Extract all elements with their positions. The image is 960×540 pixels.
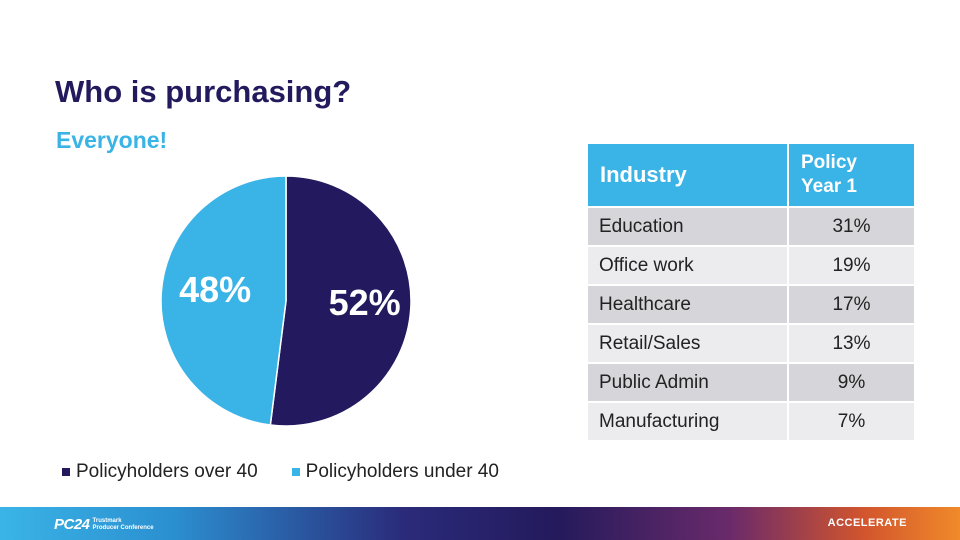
pie-slice-under-40 — [160, 175, 287, 426]
percent-cell: 31% — [787, 206, 914, 245]
industry-table: Industry Policy Year 1 Education 31% Off… — [588, 144, 914, 440]
conference-logo: PC24 Trustmark Producer Conference — [54, 516, 154, 533]
chart-legend: Policyholders over 40 Policyholders unde… — [62, 461, 533, 483]
logo-subtext: Trustmark Producer Conference — [93, 518, 154, 532]
legend-item-over-40: Policyholders over 40 — [62, 461, 258, 483]
table-row: Office work 19% — [588, 245, 914, 284]
footer-bar: PC24 Trustmark Producer Conference ACCEL… — [0, 507, 960, 540]
industry-cell: Education — [588, 206, 787, 245]
percent-cell: 13% — [787, 323, 914, 362]
header-policy-year-1: Policy Year 1 — [787, 144, 914, 206]
footer-tagline: ACCELERATE — [827, 517, 907, 529]
legend-swatch-under-40 — [291, 468, 300, 476]
table-row: Manufacturing 7% — [588, 401, 914, 440]
pie-chart: 52% 48% — [160, 175, 412, 427]
industry-cell: Public Admin — [588, 362, 787, 401]
header-policy-year-1-text: Policy Year 1 — [801, 152, 857, 197]
table-header-row: Industry Policy Year 1 — [588, 144, 914, 206]
percent-cell: 7% — [787, 401, 914, 440]
logo-mark: PC24 — [54, 516, 90, 533]
data-label-over-40: 52% — [329, 282, 401, 323]
percent-cell: 19% — [787, 245, 914, 284]
industry-cell: Healthcare — [588, 284, 787, 323]
table-row: Public Admin 9% — [588, 362, 914, 401]
table-row: Healthcare 17% — [588, 284, 914, 323]
table-row: Retail/Sales 13% — [588, 323, 914, 362]
logo-subtext-line1: Trustmark — [92, 517, 122, 524]
logo-subtext-line2: Producer Conference — [92, 524, 154, 531]
data-label-under-40: 48% — [179, 269, 251, 310]
industry-cell: Office work — [588, 245, 787, 284]
table-row: Education 31% — [588, 206, 914, 245]
industry-cell: Retail/Sales — [588, 323, 787, 362]
legend-label-over-40: Policyholders over 40 — [76, 461, 258, 482]
percent-cell: 9% — [787, 362, 914, 401]
legend-item-under-40: Policyholders under 40 — [291, 461, 499, 483]
slide-subtitle: Everyone! — [56, 127, 168, 153]
header-industry: Industry — [588, 144, 787, 206]
legend-swatch-over-40 — [62, 468, 70, 476]
legend-label-under-40: Policyholders under 40 — [305, 461, 499, 482]
pie-slice-over-40 — [269, 175, 412, 427]
slide-title: Who is purchasing? — [55, 74, 352, 109]
percent-cell: 17% — [787, 284, 914, 323]
industry-cell: Manufacturing — [588, 401, 787, 440]
